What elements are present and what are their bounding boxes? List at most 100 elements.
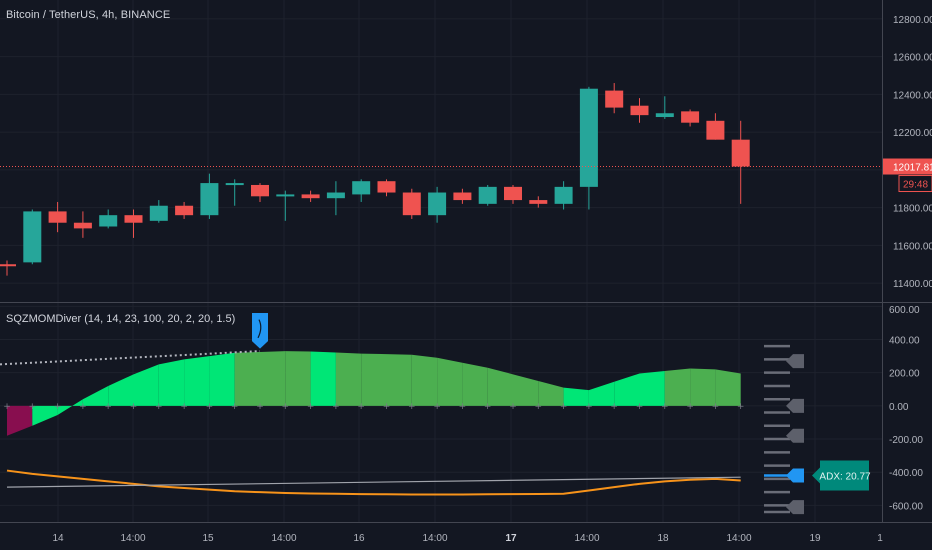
indicator-tick-label: 0.00	[889, 402, 909, 413]
squeeze-dot: +	[206, 402, 214, 412]
price-tick-label: 12800.00	[893, 15, 932, 26]
indicator-tick-label: -400.00	[889, 468, 923, 479]
momentum-area-segment	[715, 369, 741, 406]
squeeze-dot: +	[585, 402, 593, 412]
momentum-area-segment	[513, 374, 539, 406]
momentum-area-segment	[411, 354, 438, 406]
price-tick-label: 11400.00	[893, 279, 932, 290]
price-tick-label: 12600.00	[893, 53, 932, 64]
candle-body	[251, 184, 269, 197]
candle-body	[428, 192, 447, 216]
candle-body	[326, 192, 345, 199]
momentum-area-segment	[487, 367, 513, 406]
adx-label: ADX: 20.77	[819, 472, 871, 483]
squeeze-dot: +	[459, 402, 467, 412]
squeeze-dot: +	[29, 402, 37, 412]
momentum-area-segment	[310, 351, 336, 406]
indicator-title[interactable]: SQZMOMDiver (14, 14, 23, 100, 20, 2, 20,…	[6, 313, 236, 325]
time-tick-label: 14:00	[574, 533, 599, 544]
candle-body	[529, 200, 548, 204]
momentum-area-segment	[108, 374, 134, 406]
time-tick-label: 18	[657, 533, 669, 544]
adx-line	[6, 469, 741, 496]
candle-body	[276, 194, 295, 197]
price-tick-label: 12400.00	[893, 90, 932, 101]
candle-body	[605, 90, 624, 108]
candle-body	[579, 88, 598, 187]
symbol-title: Bitcoin / TetherUS, 4h, BINANCE	[6, 9, 171, 21]
squeeze-dot: +	[307, 402, 315, 412]
price-tick-label: 11800.00	[893, 204, 932, 215]
candle-body	[0, 264, 16, 267]
momentum-area-segment	[260, 351, 286, 406]
squeeze-dot: +	[636, 402, 644, 412]
momentum-area-segment	[234, 351, 260, 406]
divergence-marker-glyph	[257, 319, 262, 339]
price-tick-label: 11600.00	[893, 241, 932, 252]
adx-label-box	[812, 460, 869, 491]
adx-gauge-marker	[786, 500, 804, 515]
last-price-label: 12017.81	[893, 163, 932, 174]
indicator-tick-label: -200.00	[889, 435, 923, 446]
indicator-tick-label: 200.00	[889, 369, 920, 380]
time-tick-label: 1	[877, 533, 883, 544]
candle-body	[352, 181, 371, 195]
momentum-area-segment	[563, 387, 589, 406]
momentum-area-segment	[57, 399, 83, 415]
momentum-area-segment	[588, 381, 615, 406]
time-tick-label: 14:00	[726, 533, 751, 544]
squeeze-dot: +	[282, 402, 290, 412]
momentum-area-segment	[158, 359, 185, 406]
time-tick-label: 14	[52, 533, 64, 544]
squeeze-dot: +	[54, 402, 62, 412]
candle-body	[453, 192, 472, 201]
momentum-area-segment	[386, 354, 412, 406]
time-tick-label: 19	[809, 533, 821, 544]
squeeze-dot: +	[357, 402, 365, 412]
squeeze-dot: +	[79, 402, 87, 412]
indicator-tick-label: 400.00	[889, 336, 920, 347]
momentum-area-segment	[639, 371, 665, 406]
momentum-area-segment	[614, 373, 640, 406]
squeeze-dot: +	[3, 402, 11, 412]
squeeze-dot: +	[509, 402, 517, 412]
last-price-badge	[883, 158, 932, 175]
squeeze-dot: +	[737, 402, 745, 412]
squeeze-dot: +	[686, 402, 694, 412]
adx-gauge-marker	[786, 428, 804, 443]
candle-body	[301, 194, 320, 199]
squeeze-dot: +	[661, 402, 669, 412]
countdown-label: 29:48	[903, 180, 928, 191]
indicator-tick-label: 600.00	[889, 305, 920, 316]
candle-body	[554, 186, 573, 204]
time-tick-label: 15	[202, 533, 214, 544]
candle-body	[681, 111, 700, 123]
candle-body	[706, 120, 725, 140]
squeeze-dot: +	[535, 402, 543, 412]
candle-body	[731, 139, 750, 167]
candle-body	[48, 211, 67, 223]
adx-reference-line	[6, 476, 741, 488]
momentum-area-segment	[690, 368, 716, 406]
squeeze-dot: +	[332, 402, 340, 412]
momentum-area-segment	[32, 405, 58, 426]
momentum-area-segment	[82, 385, 109, 406]
momentum-area-segment	[664, 368, 691, 406]
squeeze-dot: +	[180, 402, 188, 412]
squeeze-dot: +	[560, 402, 568, 412]
candle-body	[225, 183, 244, 186]
squeeze-dot: +	[484, 402, 492, 412]
time-tick-label: 14:00	[120, 533, 145, 544]
candle-body	[402, 192, 421, 216]
time-tick-label: 14:00	[271, 533, 296, 544]
time-tick-label: 14:00	[422, 533, 447, 544]
momentum-area-segment	[133, 364, 159, 406]
squeeze-dot: +	[130, 402, 138, 412]
momentum-area-segment	[184, 356, 210, 406]
time-tick-label: 16	[353, 533, 365, 544]
momentum-area-segment	[7, 405, 33, 436]
candle-body	[149, 205, 168, 221]
squeeze-dot: +	[408, 402, 416, 412]
squeeze-dot: +	[610, 402, 618, 412]
